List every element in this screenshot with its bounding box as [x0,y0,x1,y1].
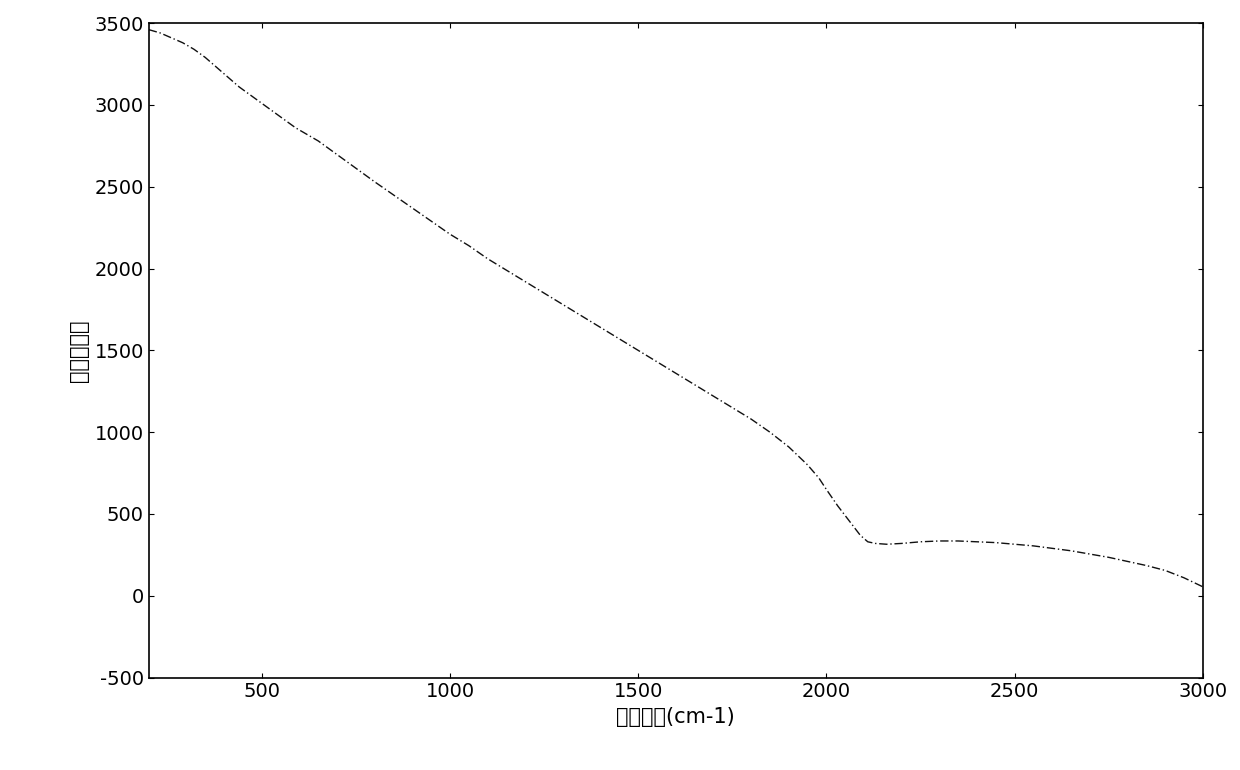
Y-axis label: 光强度计数: 光强度计数 [69,319,89,382]
X-axis label: 拉曼迁移(cm-1): 拉曼迁移(cm-1) [616,707,735,727]
